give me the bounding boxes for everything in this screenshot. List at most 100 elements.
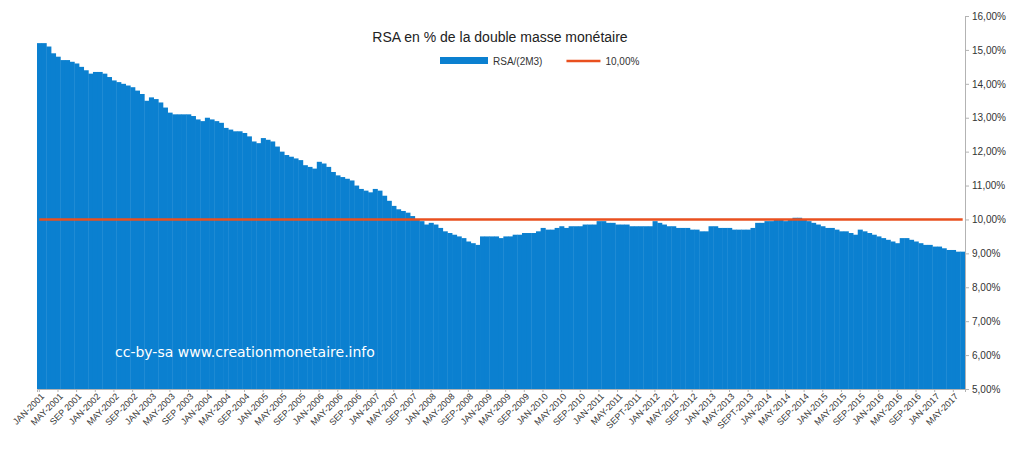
bar: [653, 221, 658, 389]
tick: 8,00%: [965, 282, 1000, 293]
bar: [695, 230, 700, 389]
bar: [429, 223, 434, 389]
bar: [718, 228, 723, 389]
y-axis: 5,00%6,00%7,00%8,00%9,00%10,00%11,00%12,…: [965, 11, 1006, 395]
bar: [713, 226, 718, 389]
bar: [848, 233, 853, 389]
bar: [620, 225, 625, 389]
bar: [918, 243, 923, 389]
bar: [615, 225, 620, 389]
tick: 13,00%: [965, 112, 1006, 123]
bar: [42, 43, 47, 389]
bar: [522, 233, 527, 389]
bar: [391, 206, 396, 389]
bar: [79, 67, 84, 389]
bar: [578, 226, 583, 389]
bar: [410, 216, 415, 389]
tick: 14,00%: [965, 79, 1006, 90]
bar: [844, 231, 849, 389]
bar: [51, 53, 56, 389]
bar: [783, 221, 788, 389]
tick: 5,00%: [965, 384, 1000, 395]
bar: [74, 63, 79, 389]
bar: [662, 225, 667, 389]
tick-label: 16,00%: [972, 11, 1006, 22]
bar: [396, 209, 401, 389]
bar: [937, 247, 942, 389]
tick: 10,00%: [965, 214, 1006, 225]
tick-mark: [965, 118, 969, 119]
legend-item: RSA/(2M3): [440, 56, 542, 67]
bar: [769, 221, 774, 389]
bar: [904, 238, 909, 389]
line: [39, 218, 962, 221]
bar: [65, 60, 70, 389]
bar: [923, 245, 928, 389]
bar: [513, 235, 518, 389]
bar: [116, 82, 121, 389]
tick-mark: [965, 355, 969, 356]
bar: [37, 43, 42, 389]
tick: 15,00%: [965, 45, 1006, 56]
bar: [46, 47, 51, 389]
bar: [802, 219, 807, 389]
bar: [634, 226, 639, 389]
bar: [760, 223, 765, 389]
tick-label: 5,00%: [972, 384, 1000, 395]
bar: [415, 219, 420, 389]
bar: [671, 226, 676, 389]
bar: [881, 238, 886, 389]
bar: [592, 225, 597, 389]
legend-label: RSA/(2M3): [493, 56, 542, 67]
bar: [84, 70, 89, 389]
bar: [699, 231, 704, 389]
bar: [387, 201, 392, 389]
bar: [960, 252, 965, 389]
axis-line: [38, 390, 966, 393]
annotation: cc-by-sa www.creationmonetaire.info: [115, 344, 375, 360]
bar: [741, 230, 746, 389]
bar: [909, 240, 914, 389]
tick: 11,00%: [965, 180, 1005, 191]
bar: [56, 57, 61, 389]
bar: [816, 225, 821, 389]
bar: [732, 230, 737, 389]
bar: [98, 72, 103, 389]
bar: [727, 228, 732, 389]
axis-line: [966, 17, 970, 390]
tick-label: 14,00%: [972, 79, 1006, 90]
tick: 7,00%: [965, 316, 1000, 327]
tick-label: 15,00%: [972, 45, 1006, 56]
bar: [648, 226, 653, 389]
bar: [914, 241, 919, 389]
bar: [606, 223, 611, 389]
bar: [685, 228, 690, 389]
legend-swatch: [440, 57, 488, 64]
bar: [639, 226, 644, 389]
bar: [942, 248, 947, 389]
bar: [503, 236, 508, 389]
bar: [536, 231, 541, 389]
bar: [690, 230, 695, 389]
bar: [573, 226, 578, 389]
tick-mark: [965, 50, 969, 51]
bar: [928, 245, 933, 389]
bar: [559, 226, 564, 389]
bar: [60, 60, 65, 389]
bar: [797, 218, 802, 389]
tick: 16,00%: [965, 11, 1006, 22]
tick-label: 11,00%: [972, 180, 1005, 191]
tick-label: 6,00%: [972, 350, 1000, 361]
bar: [517, 235, 522, 389]
bar: [112, 80, 117, 389]
bar: [830, 228, 835, 389]
bar: [102, 74, 107, 389]
bar: [886, 240, 891, 389]
bar: [643, 226, 648, 389]
bar: [93, 72, 98, 389]
bar: [811, 223, 816, 389]
bar: [900, 238, 905, 389]
bar: [862, 231, 867, 389]
bar: [709, 226, 714, 389]
bar: [806, 221, 811, 389]
